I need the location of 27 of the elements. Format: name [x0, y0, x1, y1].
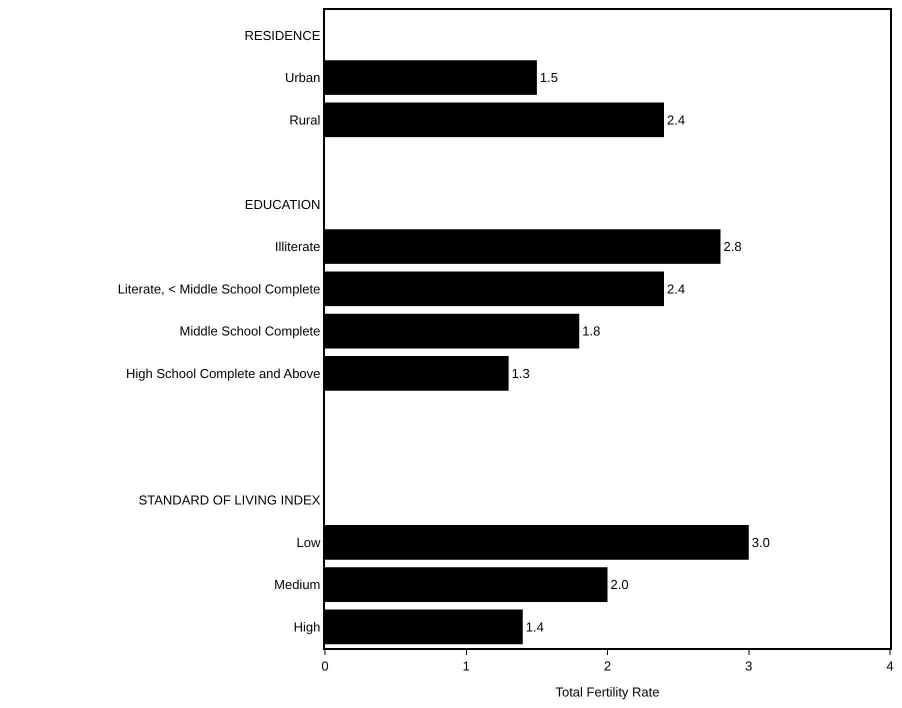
y-tick-label: STANDARD OF LIVING INDEX — [138, 492, 321, 508]
y-tick-label: EDUCATION — [244, 196, 320, 212]
data-label: 1.4 — [526, 619, 544, 634]
x-tick-label: 0 — [321, 658, 329, 674]
data-label: 2.8 — [724, 239, 742, 254]
data-label: 2.0 — [610, 577, 629, 592]
data-label: 1.5 — [540, 70, 558, 86]
data-label: 3.0 — [752, 534, 770, 550]
y-tick-label: Urban — [284, 70, 320, 86]
y-tick-label: Medium — [274, 577, 320, 592]
x-tick-label: 4 — [886, 658, 894, 674]
x-tick-label: 2 — [604, 658, 612, 674]
data-label: 1.3 — [512, 366, 530, 381]
data-label: 2.4 — [667, 281, 686, 296]
x-tick-label: 1 — [462, 658, 470, 674]
y-tick-label: High School Complete and Above — [126, 366, 320, 381]
y-tick-label: Middle School Complete — [179, 324, 320, 339]
y-tick-label: Literate, < Middle School Complete — [118, 281, 320, 296]
y-tick-label: Illiterate — [274, 239, 320, 254]
y-tick-label: Low — [296, 534, 321, 550]
data-label: 1.8 — [582, 324, 600, 339]
x-axis-title: Total Fertility Rate — [555, 684, 660, 700]
data-label: 2.4 — [667, 112, 686, 128]
x-tick-label: 3 — [745, 658, 752, 674]
y-tick-label: RESIDENCE — [244, 28, 321, 43]
y-tick-label: High — [294, 619, 320, 634]
y-tick-label: Rural — [289, 112, 320, 128]
